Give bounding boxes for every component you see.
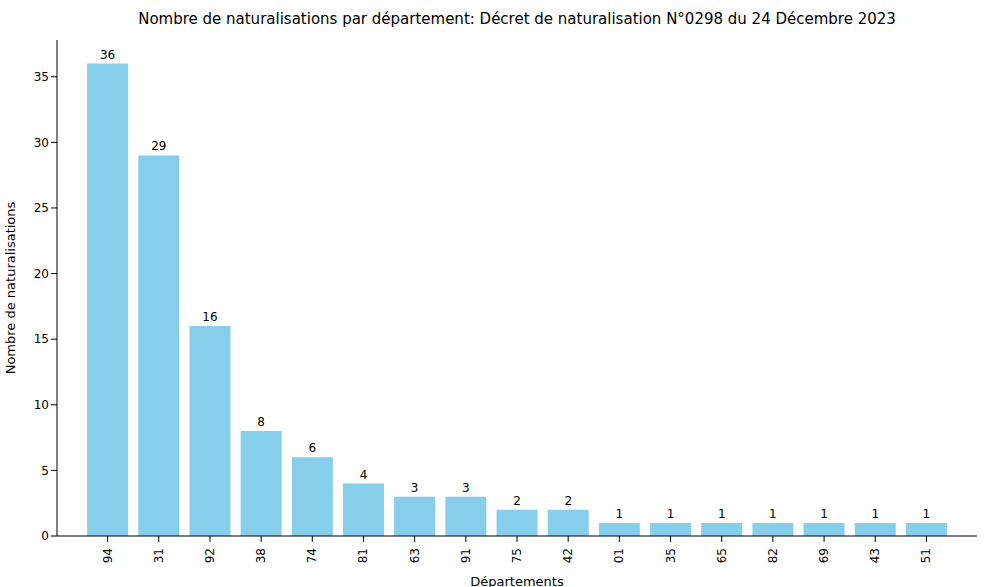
svg-text:63: 63 (408, 548, 422, 563)
svg-text:3: 3 (411, 481, 419, 495)
svg-text:8: 8 (257, 415, 265, 429)
svg-text:15: 15 (34, 332, 49, 346)
svg-text:35: 35 (34, 70, 49, 84)
svg-text:35: 35 (664, 548, 678, 563)
svg-text:10: 10 (34, 398, 49, 412)
svg-text:20: 20 (34, 267, 49, 281)
svg-text:3: 3 (462, 481, 470, 495)
svg-text:94: 94 (101, 548, 115, 563)
svg-text:Nombre de naturalisations: Nombre de naturalisations (8, 201, 18, 374)
svg-text:1: 1 (769, 507, 777, 521)
svg-text:1: 1 (667, 507, 675, 521)
svg-text:36: 36 (100, 48, 115, 62)
svg-text:65: 65 (715, 548, 729, 563)
svg-text:81: 81 (356, 548, 370, 563)
svg-text:1: 1 (718, 507, 726, 521)
svg-text:0: 0 (41, 529, 49, 543)
svg-text:38: 38 (254, 548, 268, 563)
svg-text:1: 1 (923, 507, 931, 521)
svg-text:82: 82 (766, 548, 780, 563)
svg-text:1: 1 (820, 507, 828, 521)
svg-text:16: 16 (202, 310, 217, 324)
svg-text:2: 2 (513, 494, 521, 508)
svg-text:31: 31 (152, 548, 166, 563)
svg-text:25: 25 (34, 201, 49, 215)
svg-text:1: 1 (871, 507, 879, 521)
svg-text:Départements: Départements (470, 574, 564, 587)
html-text:Nombre de naturalisations par: Nombre de naturalisations par départemen… (138, 10, 896, 28)
svg-text:2: 2 (564, 494, 572, 508)
svg-text:51: 51 (919, 548, 933, 563)
svg-text:74: 74 (305, 548, 319, 563)
svg-text:75: 75 (510, 548, 524, 563)
svg-text:42: 42 (561, 548, 575, 563)
svg-text:69: 69 (817, 548, 831, 563)
svg-text:91: 91 (459, 548, 473, 563)
svg-text:30: 30 (34, 136, 49, 150)
svg-text:4: 4 (360, 468, 368, 482)
svg-text:01: 01 (612, 548, 626, 563)
svg-text:43: 43 (868, 548, 882, 563)
svg-text:29: 29 (151, 139, 166, 153)
svg-text:1: 1 (616, 507, 624, 521)
svg-text:92: 92 (203, 548, 217, 563)
svg-text:5: 5 (41, 464, 49, 478)
svg-text:6: 6 (309, 441, 317, 455)
